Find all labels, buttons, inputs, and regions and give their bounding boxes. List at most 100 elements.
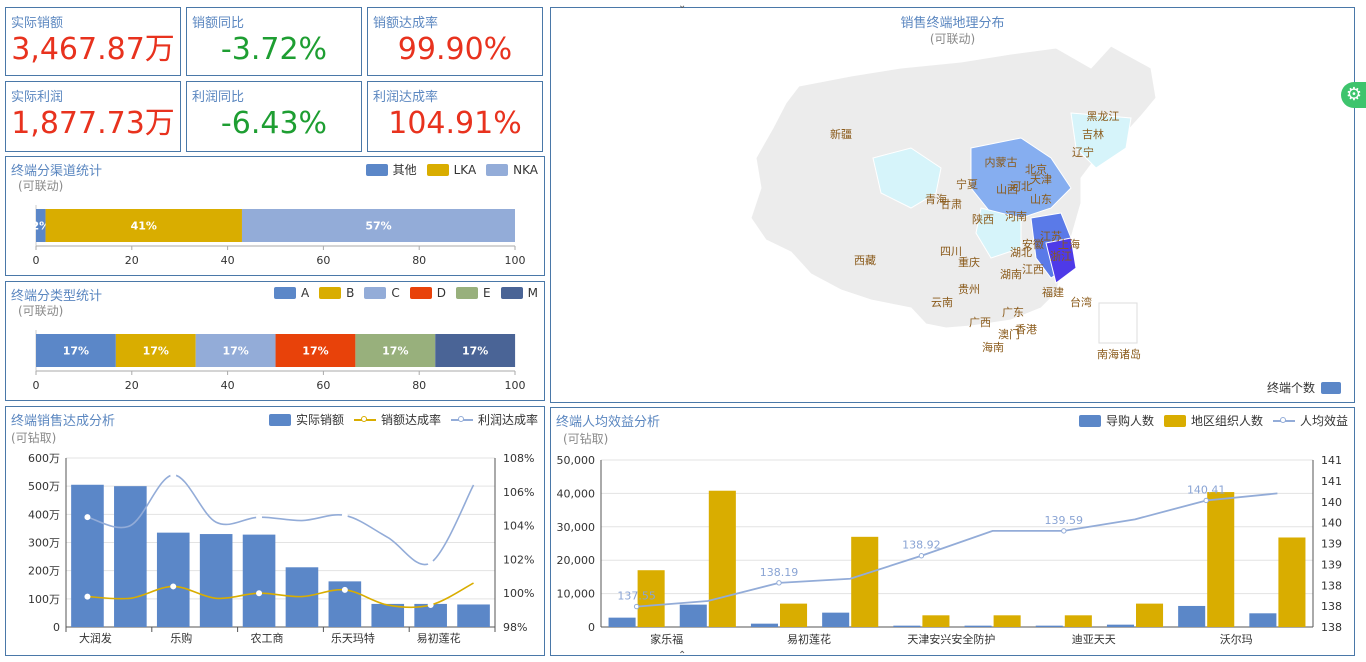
legend-item-lka[interactable]: LKA: [426, 163, 476, 177]
map-title: 销售终端地理分布: [900, 16, 1005, 31]
legend-swatch: [268, 413, 291, 426]
x-tick-label: 农工商: [251, 631, 284, 645]
channel-panel: 终端分渠道统计 (可联动) 其他 LKA NKA 2% 41% 57% 0 20 40 60…: [5, 156, 545, 276]
province-label: 湖南: [1000, 268, 1022, 281]
legend-swatch: [1163, 414, 1186, 427]
legend-item-per-capita[interactable]: 人均效益: [1272, 412, 1348, 429]
province-label: 河北: [1010, 180, 1032, 193]
bar: [199, 534, 233, 627]
legend-item-e[interactable]: E: [456, 286, 491, 300]
line-point: [633, 603, 640, 610]
sales-legend[interactable]: 实际销额 销额达成率 利润达成率: [259, 411, 538, 428]
point-label: 138.92: [902, 539, 941, 552]
province-label: 广西: [969, 316, 991, 329]
legend-item-actual-sales[interactable]: 实际销额: [268, 411, 344, 428]
bar-segment: [435, 334, 516, 367]
province-label: 海南: [982, 340, 1004, 354]
sales-chart[interactable]: 0 100万 200万 300万 400万 500万 600万 98% 100% 102% 104%…: [6, 407, 544, 655]
province-label: 吉林: [1082, 127, 1104, 141]
legend-item-d[interactable]: D: [409, 286, 446, 300]
x-tick-label: 家乐福: [650, 632, 683, 646]
legend-swatch: [426, 163, 449, 176]
province-label: 山西: [996, 183, 1018, 196]
collapse-bottom-icon[interactable]: ⌃: [678, 650, 687, 661]
province-label: 香港: [1015, 323, 1037, 336]
y-tick-label-left: 600万: [28, 452, 60, 465]
settings-gear-icon[interactable]: ⚙: [1341, 82, 1366, 108]
line-point: [1203, 497, 1209, 504]
kpi-label: 销额达成率: [373, 16, 439, 31]
bar: [371, 603, 405, 627]
legend-label: 销额达成率: [380, 413, 441, 427]
bar-label: 17%: [462, 345, 488, 358]
line-point: [427, 602, 434, 609]
y-tick-label-right: 106%: [503, 486, 534, 499]
kpi-label: 实际利润: [11, 90, 64, 105]
map-region-mid: [970, 137, 1072, 219]
map-region-light: [975, 207, 1022, 259]
x-tick-label: 20: [125, 379, 139, 392]
efficiency-legend[interactable]: 导购人数 地区组织人数 人均效益: [1069, 412, 1348, 429]
x-tick-label: 易初莲花: [417, 631, 461, 645]
legend-item-profit-rate[interactable]: 利润达成率: [450, 411, 538, 428]
type-legend[interactable]: A B C D E M: [264, 286, 538, 300]
legend-line: [450, 415, 473, 422]
type-chart[interactable]: 17% 17% 17% 17% 17% 17% 0 20 40 60 80 100: [6, 282, 544, 400]
bar-guide: [679, 604, 707, 627]
map-country-outline: [750, 45, 1157, 329]
legend-label: M: [527, 286, 538, 300]
bar-org: [1064, 615, 1092, 627]
province-label: 天津: [1030, 173, 1052, 186]
province-label: 澳门: [998, 327, 1020, 341]
legend-item-m[interactable]: M: [500, 286, 538, 300]
bar-segment: [241, 209, 515, 242]
x-tick-label: 易初莲花: [787, 632, 831, 646]
x-tick-label: 0: [33, 379, 40, 392]
province-label: 浙江: [1050, 250, 1072, 263]
kpi-sales-rate: 销额达成率 99.90%: [367, 7, 543, 76]
bar: [71, 484, 104, 627]
point-label: 137.55: [617, 590, 656, 603]
bar-guide: [893, 625, 921, 627]
map-legend[interactable]: 终端个数: [1267, 379, 1346, 396]
province-label: 甘肃: [940, 198, 962, 211]
legend-item-other[interactable]: 其他: [365, 161, 417, 178]
legend-swatch: [500, 287, 523, 299]
legend-item-c[interactable]: C: [364, 286, 400, 300]
y-tick-label-left: 200万: [28, 565, 60, 578]
bar: [114, 486, 147, 627]
legend-swatch: [456, 287, 479, 299]
line-point: [776, 580, 782, 586]
bar: [457, 604, 490, 627]
province-label: 四川: [940, 245, 962, 258]
province-label: 贵州: [958, 283, 980, 296]
channel-chart[interactable]: 2% 41% 57% 0 20 40 60 80 100: [6, 157, 544, 275]
legend-item-org-count[interactable]: 地区组织人数: [1163, 412, 1263, 429]
x-tick-label: 40: [221, 254, 235, 267]
efficiency-chart[interactable]: 0 10,000 20,000 30,000 40,000 50,000 138 138 138…: [551, 408, 1354, 655]
y-tick-label-left: 100万: [28, 593, 60, 606]
legend-line: [1272, 416, 1295, 423]
x-tick-label: 100: [505, 379, 526, 392]
efficiency-panel: 终端人均效益分析 (可钻取) 导购人数 地区组织人数 人均效益 0 10,000 2…: [550, 407, 1355, 656]
x-tick-label: 乐购: [170, 631, 192, 645]
kpi-value: 1,877.73万: [11, 106, 175, 141]
legend-item-sales-rate[interactable]: 销额达成率: [353, 411, 441, 428]
y-tick-label-right: 138: [1321, 600, 1342, 613]
legend-label: E: [483, 286, 491, 300]
legend-item-b[interactable]: B: [319, 286, 354, 300]
province-label: 湖北: [1010, 246, 1032, 259]
legend-item-nka[interactable]: NKA: [486, 163, 538, 177]
collapse-top-icon[interactable]: ⌄: [678, 0, 687, 11]
x-tick-label: 80: [412, 254, 426, 267]
legend-label: 利润达成率: [477, 413, 538, 427]
bar-guide: [1106, 624, 1134, 627]
legend-swatch: [1078, 414, 1101, 427]
legend-swatch: [319, 287, 342, 299]
bar-label: 17%: [222, 345, 248, 358]
legend-item-a[interactable]: A: [273, 286, 309, 300]
channel-legend[interactable]: 其他 LKA NKA: [356, 161, 538, 178]
legend-item-guide-count[interactable]: 导购人数: [1078, 412, 1154, 429]
province-label: 陕西: [972, 212, 994, 226]
